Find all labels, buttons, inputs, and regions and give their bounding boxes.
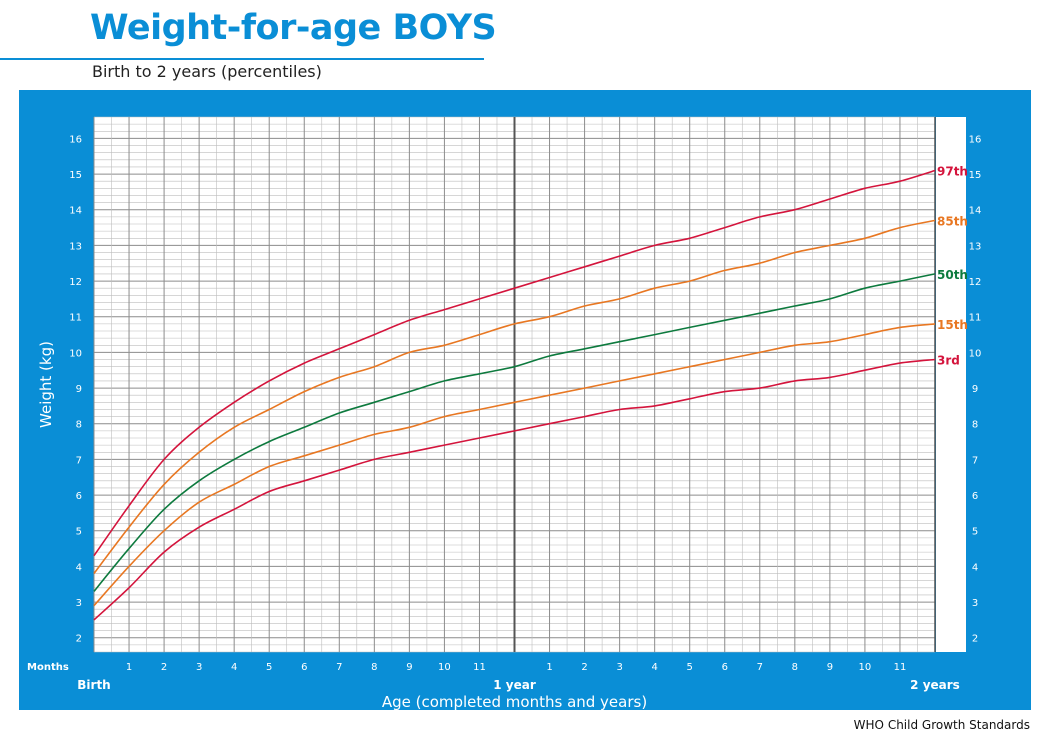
- y-tick-label-right: 9: [972, 384, 978, 395]
- y-tick-label-right: 14: [969, 206, 982, 217]
- series-label-15th: 15th: [937, 318, 968, 332]
- label-strip: [936, 117, 966, 652]
- y-tick-label-left: 15: [69, 170, 82, 181]
- x-month-tick-label: 11: [894, 662, 907, 673]
- series-label-50th: 50th: [937, 268, 968, 282]
- x-month-tick-label: 6: [301, 662, 307, 673]
- series-label-85th: 85th: [937, 214, 968, 228]
- series-group: 97th 85th 50th 15th 3rd: [93, 165, 968, 621]
- x-major-label: 2 years: [910, 678, 960, 692]
- x-month-tick-label: 4: [651, 662, 657, 673]
- gridlines: [93, 116, 936, 653]
- y-tick-label-left: 8: [76, 420, 82, 431]
- y-tick-label-left: 11: [69, 313, 82, 324]
- series-line-97th: [93, 169, 936, 557]
- x-month-tick-label: 3: [616, 662, 622, 673]
- title-underline: [0, 58, 484, 60]
- x-major-label: Birth: [77, 678, 110, 692]
- y-tick-label-right: 13: [969, 241, 982, 252]
- x-month-tick-label: 10: [438, 662, 451, 673]
- series-line-85th: [93, 219, 936, 574]
- series-line-50th: [93, 273, 936, 592]
- y-tick-label-right: 15: [969, 170, 982, 181]
- y-tick-label-right: 16: [969, 134, 982, 145]
- y-tick-label-left: 3: [76, 598, 82, 609]
- x-month-tick-label: 2: [161, 662, 167, 673]
- y-tick-label-right: 2: [972, 634, 978, 645]
- x-month-tick-label: 2: [581, 662, 587, 673]
- y-tick-label-left: 12: [69, 277, 82, 288]
- x-month-tick-label: 1: [126, 662, 132, 673]
- y-tick-label-right: 4: [972, 562, 978, 573]
- y-tick-label-left: 13: [69, 241, 82, 252]
- x-month-tick-label: 3: [196, 662, 202, 673]
- y-tick-label-right: 5: [972, 527, 978, 538]
- y-tick-label-left: 7: [76, 455, 82, 466]
- page-title: Weight-for-age BOYS: [90, 8, 497, 48]
- y-tick-label-left: 10: [69, 348, 82, 359]
- y-tick-label-left: 14: [69, 206, 82, 217]
- months-label: Months: [27, 662, 69, 673]
- x-month-tick-label: 7: [757, 662, 763, 673]
- y-tick-label-right: 6: [972, 491, 978, 502]
- y-tick-label-right: 3: [972, 598, 978, 609]
- x-axis-label: Age (completed months and years): [382, 693, 647, 710]
- y-tick-label-left: 6: [76, 491, 82, 502]
- series-line-15th: [93, 323, 936, 607]
- y-tick-label-left: 9: [76, 384, 82, 395]
- y-tick-label-left: 16: [69, 134, 82, 145]
- x-month-tick-label: 9: [827, 662, 833, 673]
- x-month-tick-label: 7: [336, 662, 342, 673]
- y-tick-label-left: 4: [76, 562, 82, 573]
- y-tick-label-left: 5: [76, 527, 82, 538]
- y-tick-label-right: 11: [969, 313, 982, 324]
- page-subtitle: Birth to 2 years (percentiles): [92, 62, 322, 81]
- x-month-tick-label: 11: [473, 662, 486, 673]
- series-label-97th: 97th: [937, 165, 968, 179]
- y-tick-label-right: 8: [972, 420, 978, 431]
- chart-panel: 2 2 3 3 4 4 5 5 6 6 7 7 8 8 9 9 10 10 11 11 12 12 13 13 14 14 15 15…: [19, 90, 1031, 711]
- y-tick-label-left: 2: [76, 634, 82, 645]
- y-axis-label: Weight (kg): [37, 341, 55, 428]
- x-month-tick-label: 4: [231, 662, 237, 673]
- x-month-tick-label: 8: [792, 662, 798, 673]
- x-month-tick-label: 10: [859, 662, 872, 673]
- x-month-tick-label: 5: [266, 662, 272, 673]
- series-label-3rd: 3rd: [937, 354, 960, 368]
- x-month-tick-label: 5: [687, 662, 693, 673]
- x-month-tick-label: 9: [406, 662, 412, 673]
- y-tick-label-right: 10: [969, 348, 982, 359]
- source-note: WHO Child Growth Standards: [853, 718, 1030, 732]
- x-major-label: 1 year: [493, 678, 536, 692]
- y-tick-label-right: 12: [969, 277, 982, 288]
- x-month-tick-label: 6: [722, 662, 728, 673]
- y-tick-label-right: 7: [972, 455, 978, 466]
- x-month-tick-label: 1: [546, 662, 552, 673]
- x-month-tick-label: 8: [371, 662, 377, 673]
- series-line-3rd: [93, 358, 936, 621]
